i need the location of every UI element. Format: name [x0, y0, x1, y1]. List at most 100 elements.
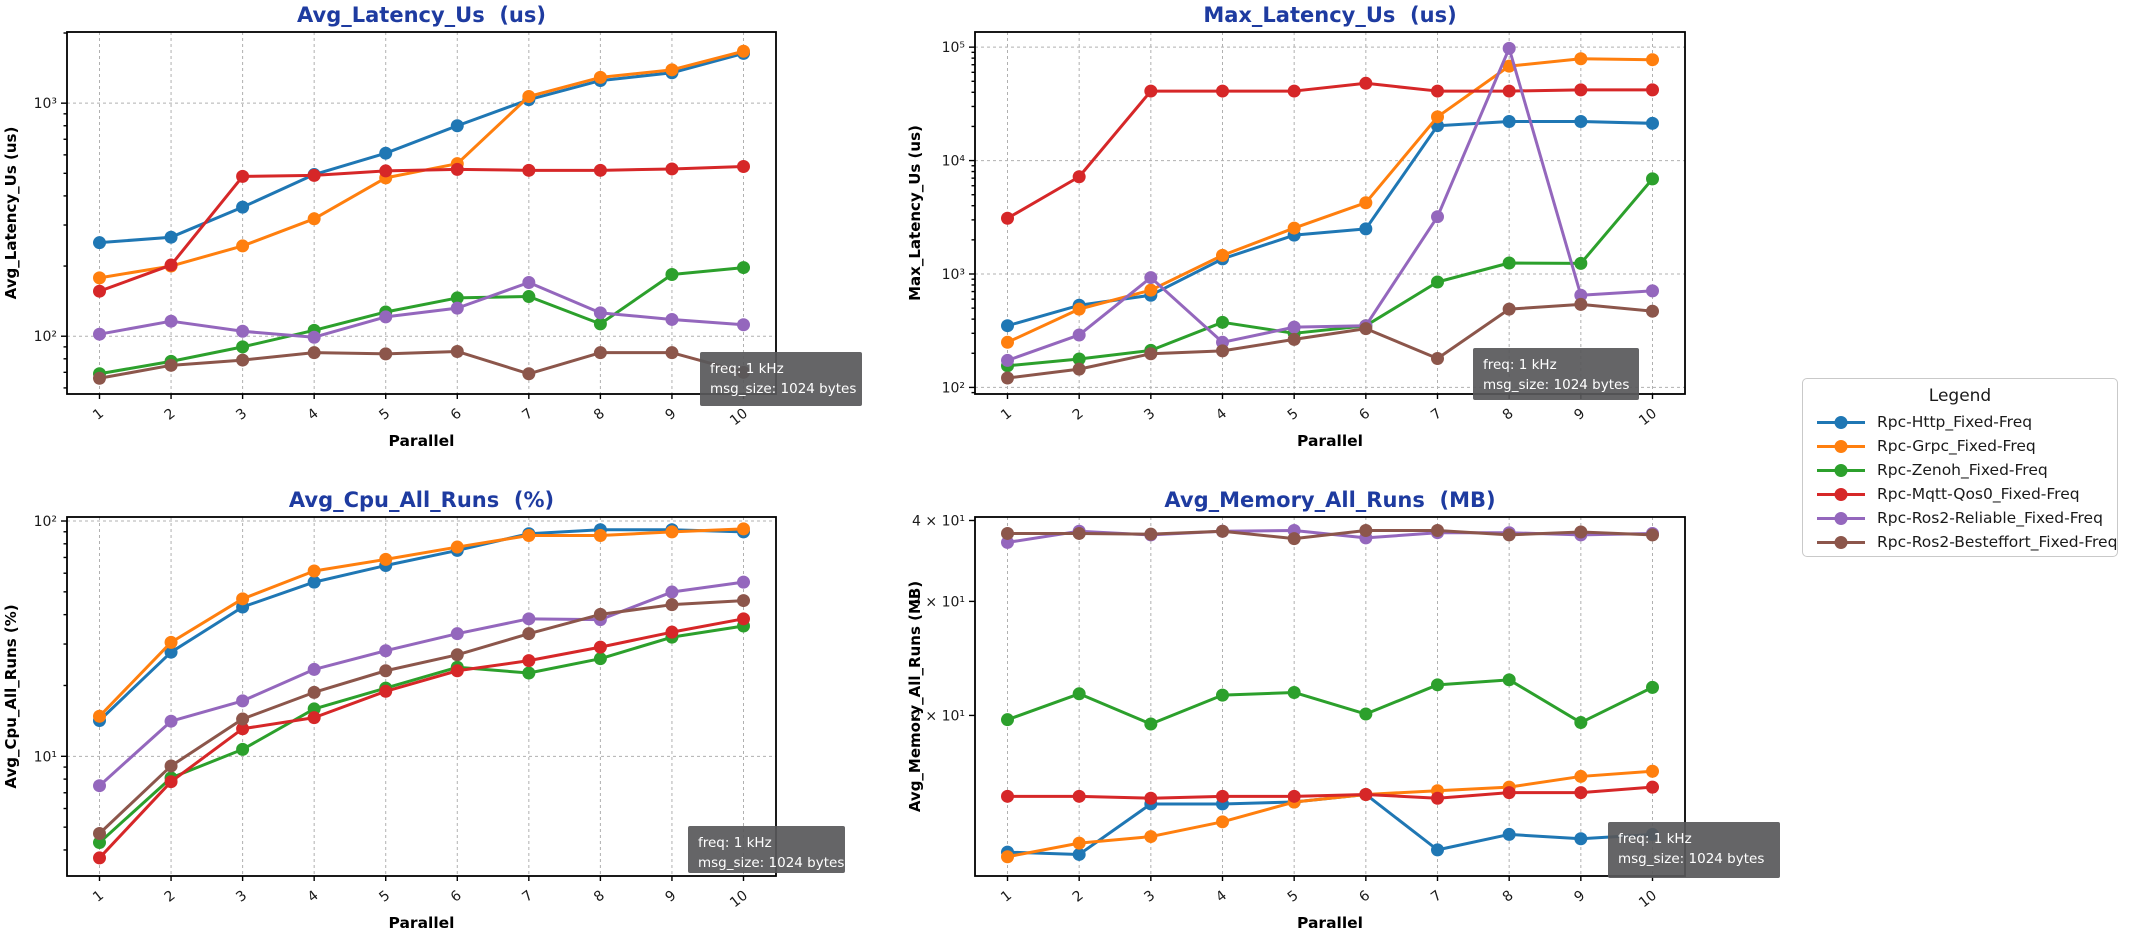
data-point: [379, 164, 393, 178]
data-point: [737, 261, 750, 275]
data-point: [522, 654, 536, 668]
data-point: [1144, 283, 1158, 297]
x-tick-label: 5: [1285, 888, 1302, 906]
annotation-line: msg_size: 1024 bytes: [1618, 851, 1764, 867]
y-axis-label: Avg_Memory_All_Runs (MB): [906, 581, 924, 812]
data-point: [236, 169, 250, 183]
data-point: [307, 564, 321, 578]
data-point: [236, 324, 250, 338]
x-tick-label: 2: [1070, 888, 1087, 906]
data-point: [379, 552, 393, 566]
y-tick-label: 10⁴: [942, 154, 966, 170]
series-line: [1007, 120, 1653, 328]
data-point: [1574, 83, 1588, 97]
gridlines: [67, 517, 776, 876]
data-point: [1216, 688, 1229, 702]
data-point: [164, 645, 178, 659]
x-tick-label: 8: [1500, 888, 1517, 906]
chart-avg-memory-all-runs: 2 × 10¹ 3 × 10¹ 4 × 10¹ 1 2 3 4 5 6 7 8 9 10 freq: 1 …: [906, 488, 1780, 932]
series-Rpc-Grpc_Fixed-Freq: [1001, 764, 1659, 864]
data-point: [164, 314, 178, 328]
legend-item: Rpc-Http_Fixed-Freq: [1803, 410, 2117, 434]
panel-avg-latency: 10² 10³ 1 2 3 4 5 6 7 8 9 10 freq: 1 kHz msg_size: 10…: [0, 0, 890, 465]
data-point: [307, 662, 321, 676]
data-point: [522, 276, 536, 290]
series-Rpc-Ros2-Besteffort_Fixed-Freq: [93, 344, 750, 385]
data-point: [593, 70, 607, 84]
data-point: [450, 664, 464, 678]
data-point: [1144, 791, 1158, 805]
data-point: [1144, 347, 1158, 361]
tick-labels: 10² 10³ 1 2 3 4 5 6 7 8 9 10: [34, 96, 751, 429]
series-line: [1007, 792, 1653, 856]
data-point: [1216, 84, 1229, 98]
data-point: [522, 627, 536, 641]
data-point: [737, 594, 750, 608]
data-point: [1574, 769, 1588, 783]
annotation-box: freq: 1 kHz msg_size: 1024 bytes: [1608, 822, 1780, 878]
x-tick-label: 3: [233, 888, 250, 906]
y-tick-label: 3 × 10¹: [912, 594, 965, 610]
annotation-line: msg_size: 1024 bytes: [710, 381, 856, 397]
data-point: [1502, 827, 1516, 841]
legend-marker-icon: [1817, 487, 1865, 501]
data-point: [1144, 830, 1158, 844]
x-tick-label: 7: [1428, 406, 1445, 424]
data-point: [307, 711, 321, 725]
legend-marker-icon: [1817, 439, 1865, 453]
data-point: [1502, 115, 1516, 129]
annotation-line: freq: 1 kHz: [710, 361, 784, 377]
data-point: [1001, 319, 1014, 333]
data-point: [236, 694, 250, 708]
x-tick-label: 1: [90, 888, 107, 906]
x-axis-label: Parallel: [1297, 432, 1363, 450]
data-point: [1072, 687, 1086, 701]
data-point: [1646, 83, 1659, 97]
axis-ticks: [61, 32, 745, 399]
data-point: [1574, 256, 1588, 270]
data-point: [1001, 371, 1014, 385]
data-point: [450, 291, 464, 305]
data-point: [1001, 526, 1014, 540]
data-point: [665, 525, 679, 539]
data-point: [1359, 222, 1373, 236]
y-tick-label: 4 × 10¹: [912, 513, 965, 529]
data-point: [1502, 528, 1516, 542]
series-line: [1006, 57, 1653, 344]
y-tick-label: 10³: [34, 96, 57, 112]
x-tick-label: 6: [448, 405, 465, 423]
data-point: [307, 575, 321, 589]
plot-border: [66, 31, 777, 395]
data-point: [236, 592, 250, 606]
legend-item-label: Rpc-Zenoh_Fixed-Freq: [1877, 461, 2048, 479]
series-line: [98, 164, 744, 293]
data-point: [522, 528, 536, 542]
annotation-line: freq: 1 kHz: [1483, 357, 1557, 373]
data-point: [93, 327, 106, 341]
data-point: [93, 826, 106, 840]
data-point: [1216, 315, 1229, 329]
data-point: [1359, 76, 1373, 90]
data-point: [737, 575, 750, 589]
x-tick-label: 5: [376, 406, 393, 424]
data-point: [1431, 275, 1444, 289]
data-point: [93, 851, 106, 865]
x-tick-label: 3: [1141, 406, 1158, 424]
data-point: [593, 317, 607, 331]
x-tick-label: 6: [1356, 405, 1373, 423]
annotation-box: freq: 1 kHz msg_size: 1024 bytes: [700, 352, 862, 406]
data-point: [1287, 685, 1301, 699]
data-point: [1287, 332, 1301, 346]
legend-item-label: Rpc-Mqtt-Qos0_Fixed-Freq: [1877, 485, 2080, 503]
x-tick-label: 9: [663, 406, 680, 424]
data-point: [1574, 786, 1588, 800]
panel-max-latency: 10² 10³ 10⁴ 10⁵ 1 2 3 4 5 6 7 8 9 10 freq: 1 kHz msg_si…: [890, 0, 1790, 465]
data-point: [1001, 353, 1014, 367]
chart-avg-cpu-all-runs: 10¹ 10² 1 2 3 4 5 6 7 8 9 10 freq: 1 kHz msg_size: 10…: [2, 488, 845, 932]
x-tick-label: 1: [90, 406, 107, 424]
data-point: [1431, 524, 1444, 538]
data-point: [450, 119, 464, 133]
data-point: [164, 358, 178, 372]
data-point: [307, 212, 321, 226]
series-line: [98, 599, 744, 835]
